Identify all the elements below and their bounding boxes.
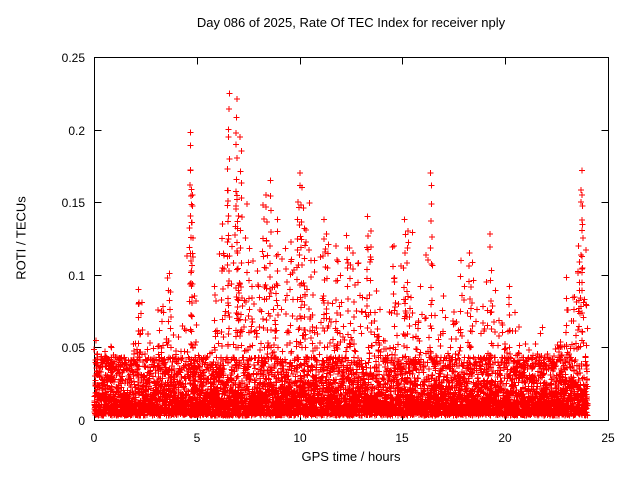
x-tick-label: 10 bbox=[293, 431, 307, 445]
y-tick-label: 0.05 bbox=[62, 341, 86, 355]
x-axis-title: GPS time / hours bbox=[301, 449, 401, 464]
x-tick-label: 5 bbox=[194, 431, 201, 445]
y-tick-label: 0.1 bbox=[68, 269, 85, 283]
y-tick-label: 0.25 bbox=[62, 51, 86, 65]
y-tick-label: 0.15 bbox=[62, 196, 86, 210]
plot-border bbox=[94, 57, 609, 421]
y-tick-label: 0.2 bbox=[68, 124, 85, 138]
x-tick-label: 20 bbox=[498, 431, 512, 445]
x-tick-label: 15 bbox=[395, 431, 409, 445]
x-tick-label: 25 bbox=[601, 431, 615, 445]
chart-title: Day 086 of 2025, Rate Of TEC Index for r… bbox=[196, 15, 506, 30]
y-tick-label: 0 bbox=[78, 414, 85, 428]
x-tick-label: 0 bbox=[91, 431, 98, 445]
scatter-points bbox=[91, 90, 591, 419]
